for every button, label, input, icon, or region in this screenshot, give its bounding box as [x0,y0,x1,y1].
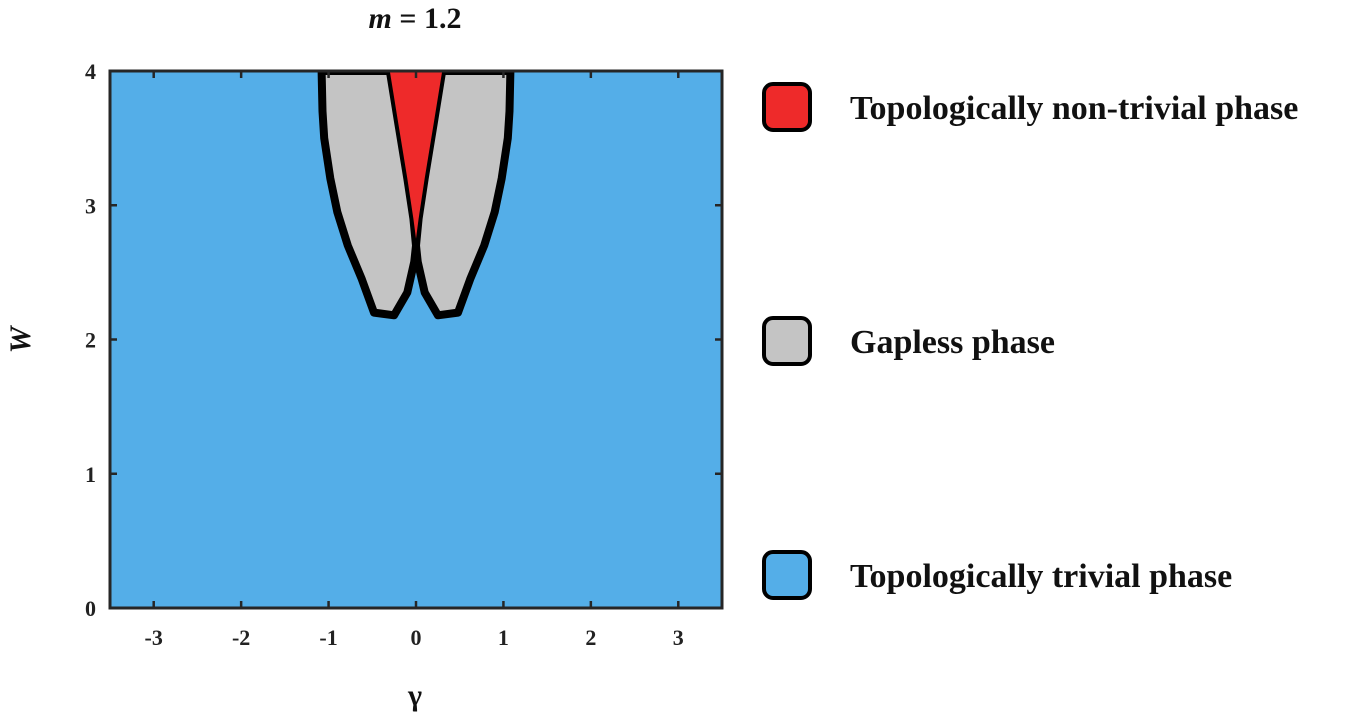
x-tick-label: -3 [145,625,163,650]
axis-ticks: -3 -2 -1 0 1 2 3 0 1 2 3 4 [85,59,722,650]
x-tick-label: 3 [673,625,684,650]
legend-swatch [762,550,812,600]
legend-swatch [762,316,812,366]
x-axis-label: γ [407,679,422,712]
x-tick-label: -1 [319,625,337,650]
y-tick-label: 1 [85,462,96,487]
chart-title-value: = 1.2 [392,2,462,35]
y-tick-label: 2 [85,328,96,353]
x-tick-label: 2 [585,625,596,650]
x-tick-label: 0 [411,625,422,650]
chart-title-variable: m [369,2,392,35]
legend-swatch [762,82,812,132]
legend-label: Topologically non-trivial phase [850,90,1298,127]
x-tick-label: -2 [232,625,250,650]
legend: Topologically non-trivial phase Gapless p… [762,82,1298,600]
x-tick-label: 1 [498,625,509,650]
y-tick-label: 3 [85,193,96,218]
nontrivial-phase-region [389,71,443,239]
chart-title: m = 1.2 [369,2,462,35]
phase-regions [317,71,515,320]
legend-label: Gapless phase [850,324,1055,361]
y-tick-label: 4 [85,59,96,84]
y-axis-label: W [4,324,37,353]
plot-area [108,69,724,610]
y-tick-label: 0 [85,596,96,621]
legend-label: Topologically trivial phase [850,558,1232,595]
